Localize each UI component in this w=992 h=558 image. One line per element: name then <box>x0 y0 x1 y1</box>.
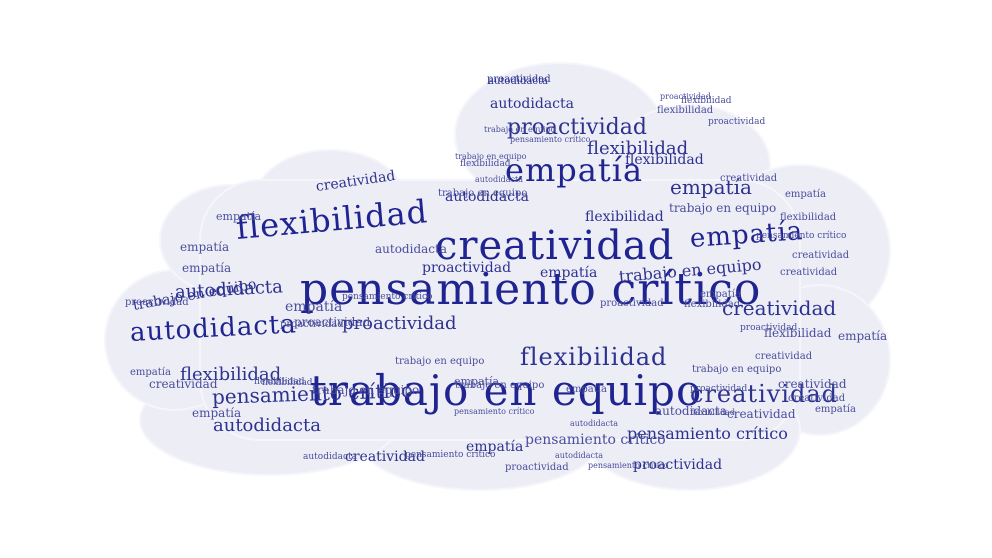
word-cloud-term: empatía <box>785 189 826 200</box>
word-cloud-term: pensamiento crítico <box>588 461 669 470</box>
word-cloud-term: autodidacta <box>445 189 529 205</box>
word-cloud-term: proactividad <box>294 315 371 329</box>
word-cloud-term: creatividad <box>792 250 850 261</box>
word-cloud-term: empatía <box>216 210 262 223</box>
word-cloud-term: proactividad <box>708 117 766 127</box>
word-cloud-term: proactividad <box>740 323 798 333</box>
word-cloud-term: flexibilidad <box>585 209 664 225</box>
word-cloud-term: proactividad <box>507 115 647 140</box>
word-cloud-term: creatividad <box>778 377 847 391</box>
word-cloud-term: empatía <box>182 261 232 275</box>
word-cloud-term: proactividad <box>342 313 457 334</box>
word-cloud-term: autodidacta <box>213 415 321 436</box>
word-cloud-term: creatividad <box>720 173 778 184</box>
word-cloud-term: proactividad <box>633 457 723 473</box>
word-cloud-term: empatía <box>670 175 752 199</box>
cloud-body <box>199 179 801 441</box>
word-cloud-term: empatía <box>566 384 607 395</box>
word-cloud-term: proactividad <box>487 74 551 85</box>
word-cloud-term: flexibilidad <box>681 96 732 106</box>
word-cloud-term: creatividad <box>435 223 675 269</box>
word-cloud-term: flexibilidad <box>625 152 704 168</box>
word-cloud-term: creatividad <box>755 351 813 362</box>
word-cloud-term: creatividad <box>722 296 837 320</box>
word-cloud-term: flexibilidad <box>254 377 305 387</box>
word-cloud-term: flexibilidad <box>764 326 832 340</box>
word-cloud-term: trabajo en equipo <box>692 364 782 375</box>
word-cloud-term: empatía <box>130 367 171 378</box>
word-cloud-term: proactividad <box>690 384 748 394</box>
word-cloud-term: trabajo en equipo <box>395 356 485 367</box>
word-cloud-term: flexibilidad <box>684 299 741 310</box>
word-cloud-term: autodidacta <box>488 76 548 87</box>
word-cloud-term: pensamiento crítico <box>627 424 788 443</box>
word-cloud-term: trabajo en equipo <box>455 152 527 161</box>
word-cloud-term: empatía <box>838 329 888 343</box>
word-cloud-term: proactividad <box>600 298 664 309</box>
word-cloud-term: pensamiento crítico <box>454 407 535 416</box>
word-cloud-term: empatía <box>700 289 741 300</box>
word-cloud-term: proactividad <box>125 297 189 308</box>
word-cloud-term: autodidacta <box>475 175 523 184</box>
word-cloud-term: flexibilidad <box>262 378 313 388</box>
word-cloud-term: empatía <box>192 406 242 420</box>
word-cloud-term: flexibilidad <box>657 105 714 116</box>
word-cloud-term: empatía <box>505 151 644 189</box>
word-cloud-term: creatividad <box>690 380 839 408</box>
word-cloud-term: autodidacta <box>375 242 447 256</box>
word-cloud-term: pensamiento crítico <box>405 450 496 460</box>
word-cloud-term: proactividad <box>505 462 569 473</box>
word-cloud-term: trabajo en equipo <box>310 366 703 415</box>
word-cloud-term: autodidacta <box>570 419 618 428</box>
word-cloud-term: autodidacta <box>490 96 574 112</box>
word-cloud-term: empatía <box>180 240 230 254</box>
word-cloud-term: flexibilidad <box>690 408 735 417</box>
word-cloud-term: pensamiento crítico <box>342 292 433 302</box>
word-cloud-term: trabajo en equipo <box>484 125 556 134</box>
word-cloud-term: proactividad <box>422 260 512 276</box>
word-cloud-term: trabajo en equipo <box>312 383 420 397</box>
word-cloud-term: pensamiento crítico <box>756 231 847 241</box>
word-cloud-term: proactividad <box>660 92 711 101</box>
word-cloud-term: creatividad <box>727 407 796 421</box>
word-cloud-term: flexibilidad <box>780 212 837 223</box>
word-cloud-term: pensamiento crítico <box>510 135 591 144</box>
word-cloud-term: flexibilidad <box>587 138 689 159</box>
word-cloud-term: creatividad <box>780 267 838 278</box>
word-cloud-term: proactividad <box>280 319 344 330</box>
cloud-fill <box>104 62 891 491</box>
word-cloud-term: creatividad <box>149 377 218 391</box>
word-cloud-term: flexibilidad <box>180 364 282 385</box>
word-cloud-term: creatividad <box>788 393 846 404</box>
word-cloud-term: empatía <box>285 299 343 315</box>
word-cloud-term: flexibilidad <box>520 343 668 371</box>
word-cloud-term: empatía <box>540 265 598 281</box>
word-cloud-term: flexibilidad <box>460 159 511 169</box>
word-cloud-term: trabajo en equipo <box>438 188 528 199</box>
word-cloud-term: pensamiento crítico <box>525 432 666 448</box>
word-cloud-term: trabajo en equipo <box>669 201 777 215</box>
word-cloud-term: trabajo en equipo <box>455 380 545 391</box>
word-cloud-term: empatía <box>466 439 524 455</box>
word-cloud-term: creatividad <box>345 449 425 465</box>
word-cloud-term: empatía <box>815 404 856 415</box>
word-cloud-term: autodidacta <box>655 404 727 418</box>
word-cloud-term: pensamiento crítico <box>300 264 762 315</box>
word-cloud-term: empatía <box>454 375 500 388</box>
word-cloud-term: autodidacta <box>555 451 603 460</box>
word-cloud-term: autodidacta <box>303 452 357 462</box>
